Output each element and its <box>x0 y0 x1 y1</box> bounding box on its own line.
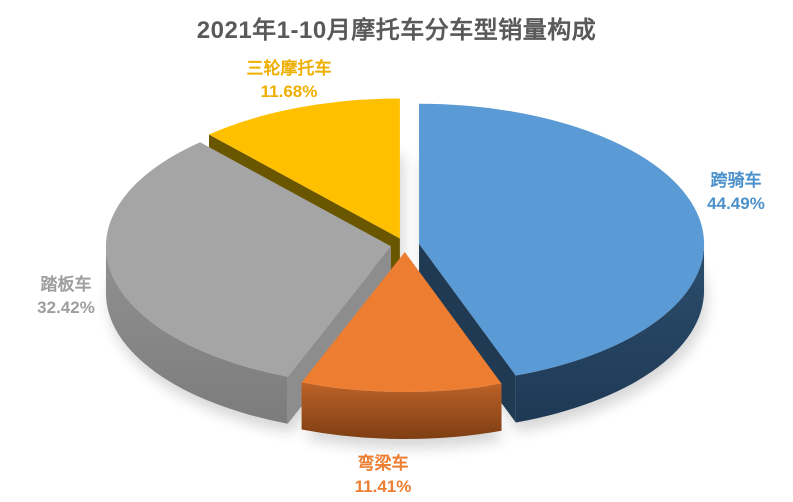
data-label-percent: 32.42% <box>37 298 95 317</box>
data-label-category: 踏板车 <box>40 275 92 294</box>
data-label-tabanche: 踏板车 32.42% <box>26 273 106 319</box>
pie-slice-1-top <box>301 252 502 392</box>
pie-slice-1 <box>301 252 502 439</box>
pie-slice-1-rim <box>301 382 502 439</box>
data-label-wanliangche: 弯梁车 11.41% <box>345 452 421 498</box>
data-label-category: 弯梁车 <box>357 454 409 473</box>
data-label-sanlunmotuoche: 三轮摩托车 11.68% <box>226 57 352 103</box>
pie-slice-0-rim <box>515 243 705 423</box>
data-label-percent: 11.68% <box>260 82 318 101</box>
pie-slice-2-rim <box>105 246 288 424</box>
data-label-percent: 11.41% <box>354 477 412 496</box>
pie-slice-0-top <box>419 103 705 376</box>
chart-title: 2021年1-10月摩托车分车型销量构成 <box>196 17 597 44</box>
pie-slice-3-top <box>209 98 400 239</box>
data-label-percent: 44.49% <box>707 194 765 213</box>
data-label-category: 跨骑车 <box>710 171 762 190</box>
data-label-kuaqiche: 跨骑车 44.49% <box>696 169 776 215</box>
pie-slice-2-top <box>105 142 391 377</box>
data-label-category: 三轮摩托车 <box>246 59 332 78</box>
